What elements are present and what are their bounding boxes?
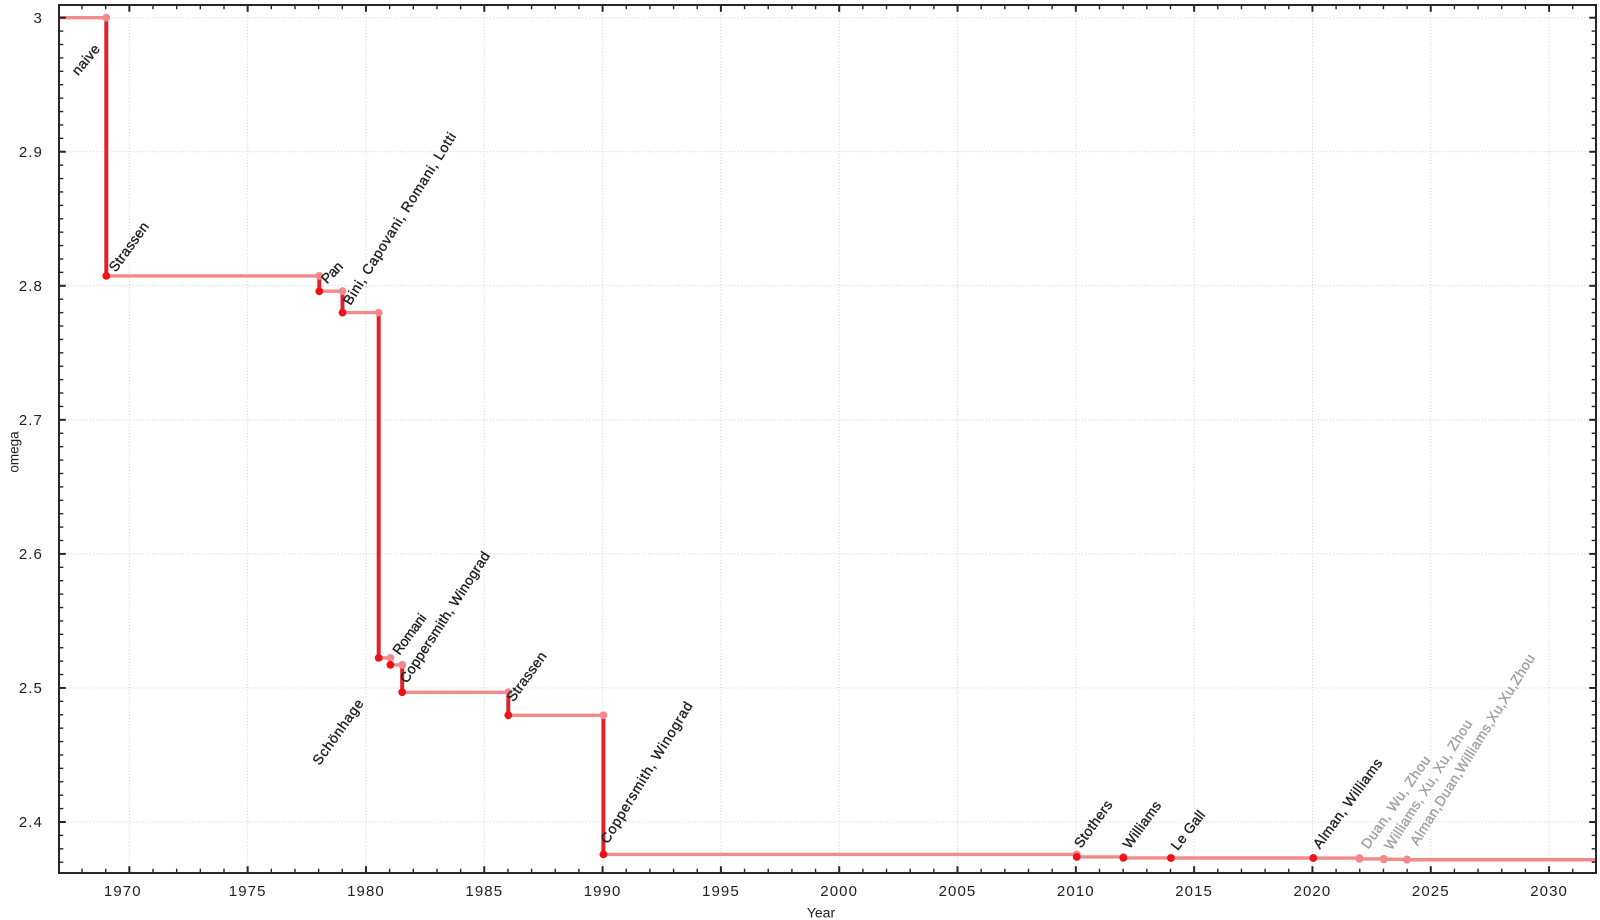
svg-text:1990: 1990 — [584, 883, 622, 900]
svg-text:2015: 2015 — [1175, 883, 1213, 900]
svg-text:2000: 2000 — [820, 883, 858, 900]
svg-text:1985: 1985 — [465, 883, 503, 900]
svg-text:1970: 1970 — [104, 883, 142, 900]
svg-text:2.5: 2.5 — [19, 680, 43, 697]
svg-text:2025: 2025 — [1412, 883, 1450, 900]
svg-text:2030: 2030 — [1530, 883, 1568, 900]
svg-text:3: 3 — [34, 10, 43, 27]
svg-text:2005: 2005 — [939, 883, 977, 900]
svg-text:2.6: 2.6 — [19, 546, 43, 563]
svg-text:2.7: 2.7 — [19, 412, 43, 429]
svg-text:2020: 2020 — [1294, 883, 1332, 900]
svg-text:1975: 1975 — [229, 883, 267, 900]
svg-text:2.4: 2.4 — [19, 814, 43, 831]
svg-text:2.8: 2.8 — [19, 278, 43, 295]
svg-text:2.9: 2.9 — [19, 144, 43, 161]
svg-text:omega: omega — [7, 431, 22, 473]
svg-text:2010: 2010 — [1057, 883, 1095, 900]
svg-text:Year: Year — [807, 905, 836, 920]
svg-text:1995: 1995 — [702, 883, 740, 900]
svg-text:1980: 1980 — [347, 883, 385, 900]
